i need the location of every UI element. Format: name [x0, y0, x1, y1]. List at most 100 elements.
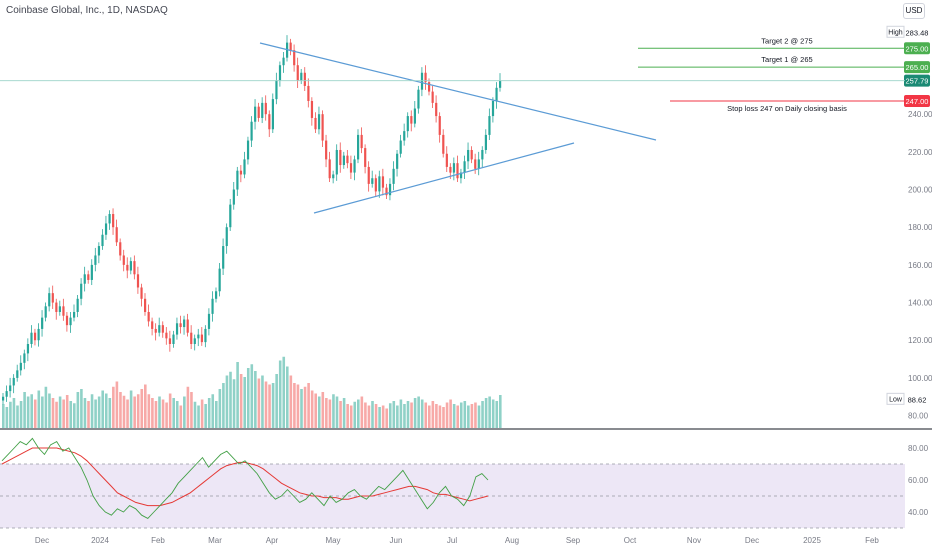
candle-body: [239, 170, 243, 175]
candle-body: [76, 298, 79, 312]
candle-body: [417, 89, 420, 109]
candle-body: [232, 189, 235, 205]
candle-body: [367, 166, 370, 184]
candle-body: [314, 117, 317, 130]
candle-body: [481, 149, 484, 160]
candle-body: [55, 302, 58, 312]
candle-body: [360, 134, 363, 149]
rsi-tick-label: 60.00: [908, 476, 929, 485]
stop-level-note: Stop loss 247 on Daily closing basis: [727, 104, 847, 113]
candle-body: [87, 274, 90, 280]
triangle-upper-trendline: [259, 42, 657, 141]
candle-body: [442, 134, 445, 154]
volume-bar: [424, 402, 428, 428]
volume-bar: [449, 399, 452, 428]
volume-bar: [410, 402, 413, 428]
candle-body: [275, 80, 278, 100]
candle-body: [424, 72, 427, 83]
candle-body: [410, 116, 413, 124]
volume-bar: [44, 386, 48, 428]
currency-button[interactable]: USD: [903, 3, 925, 19]
volume-bar: [236, 362, 239, 428]
volume-bar: [48, 393, 51, 428]
candle-body: [257, 106, 260, 118]
volume-bar: [467, 405, 470, 428]
volume-bar: [144, 384, 147, 428]
x-tick-label: Apr: [266, 536, 279, 545]
volume-bar: [310, 390, 314, 428]
candle-body: [296, 65, 299, 81]
volume-bar: [122, 395, 126, 428]
candle-body: [392, 168, 395, 184]
volume-bar: [481, 401, 484, 428]
candle-body: [33, 332, 37, 341]
y-tick-label: 240.00: [908, 110, 932, 119]
volume-bar: [62, 399, 65, 428]
volume-bar: [168, 393, 172, 428]
candle-body: [484, 134, 487, 150]
candle-body: [122, 255, 125, 265]
volume-bar: [16, 405, 19, 428]
candle-body: [293, 50, 296, 66]
candle-body: [204, 328, 207, 343]
candle-body: [428, 82, 431, 92]
volume-bar: [151, 398, 154, 428]
candle-body: [144, 298, 147, 312]
candle-body: [396, 153, 399, 169]
x-tick-label: Aug: [505, 536, 519, 545]
volume-bar: [268, 384, 271, 428]
volume-bar: [239, 374, 243, 428]
volume-bar: [23, 392, 26, 428]
volume-bar: [129, 390, 133, 428]
volume-bar: [364, 402, 367, 428]
last-price-text: 257.79: [906, 77, 929, 86]
volume-bar: [179, 405, 183, 428]
candle-body: [207, 313, 211, 329]
candle-body: [179, 323, 182, 328]
candle-body: [310, 101, 314, 118]
volume-bar: [321, 392, 325, 428]
volume-bar: [325, 398, 328, 428]
rsi-tick-label: 80.00: [908, 444, 929, 453]
volume-bar: [101, 390, 104, 428]
price-label-text: 265.00: [906, 63, 929, 72]
candle-body: [339, 149, 342, 166]
volume-bar: [428, 405, 431, 428]
candle-body: [94, 255, 97, 265]
candle-body: [165, 332, 168, 339]
high-label-box: [886, 25, 905, 38]
volume-bar: [172, 398, 175, 428]
volume-bar: [442, 407, 445, 428]
price-label-box: [904, 61, 930, 74]
volume-bar: [246, 368, 250, 428]
volume-bar: [133, 396, 136, 428]
volume-bar: [286, 366, 289, 428]
candle-body: [271, 99, 274, 130]
candle-body: [147, 311, 150, 322]
candle-body: [41, 317, 44, 329]
volume-bar: [392, 401, 396, 428]
volume-bar: [353, 401, 357, 428]
candle-body: [303, 72, 306, 86]
candle-body: [126, 264, 129, 271]
volume-bar: [381, 405, 385, 428]
candle-body: [101, 234, 104, 247]
price-label-text: 275.00: [906, 44, 929, 53]
volume-bar: [94, 399, 97, 428]
candle-body: [371, 178, 374, 184]
x-tick-label: Jul: [447, 536, 457, 545]
candle-body: [278, 65, 282, 81]
candle-body: [83, 274, 86, 284]
candle-body: [190, 332, 193, 344]
volume-bar: [335, 396, 339, 428]
candle-body: [381, 176, 385, 188]
volume-bar: [420, 399, 424, 428]
candle-body: [459, 172, 463, 179]
volume-bar: [367, 405, 371, 428]
candle-body: [463, 161, 466, 173]
volume-bar: [165, 402, 168, 428]
candle-body: [325, 140, 328, 160]
x-tick-label: Jun: [390, 536, 403, 545]
